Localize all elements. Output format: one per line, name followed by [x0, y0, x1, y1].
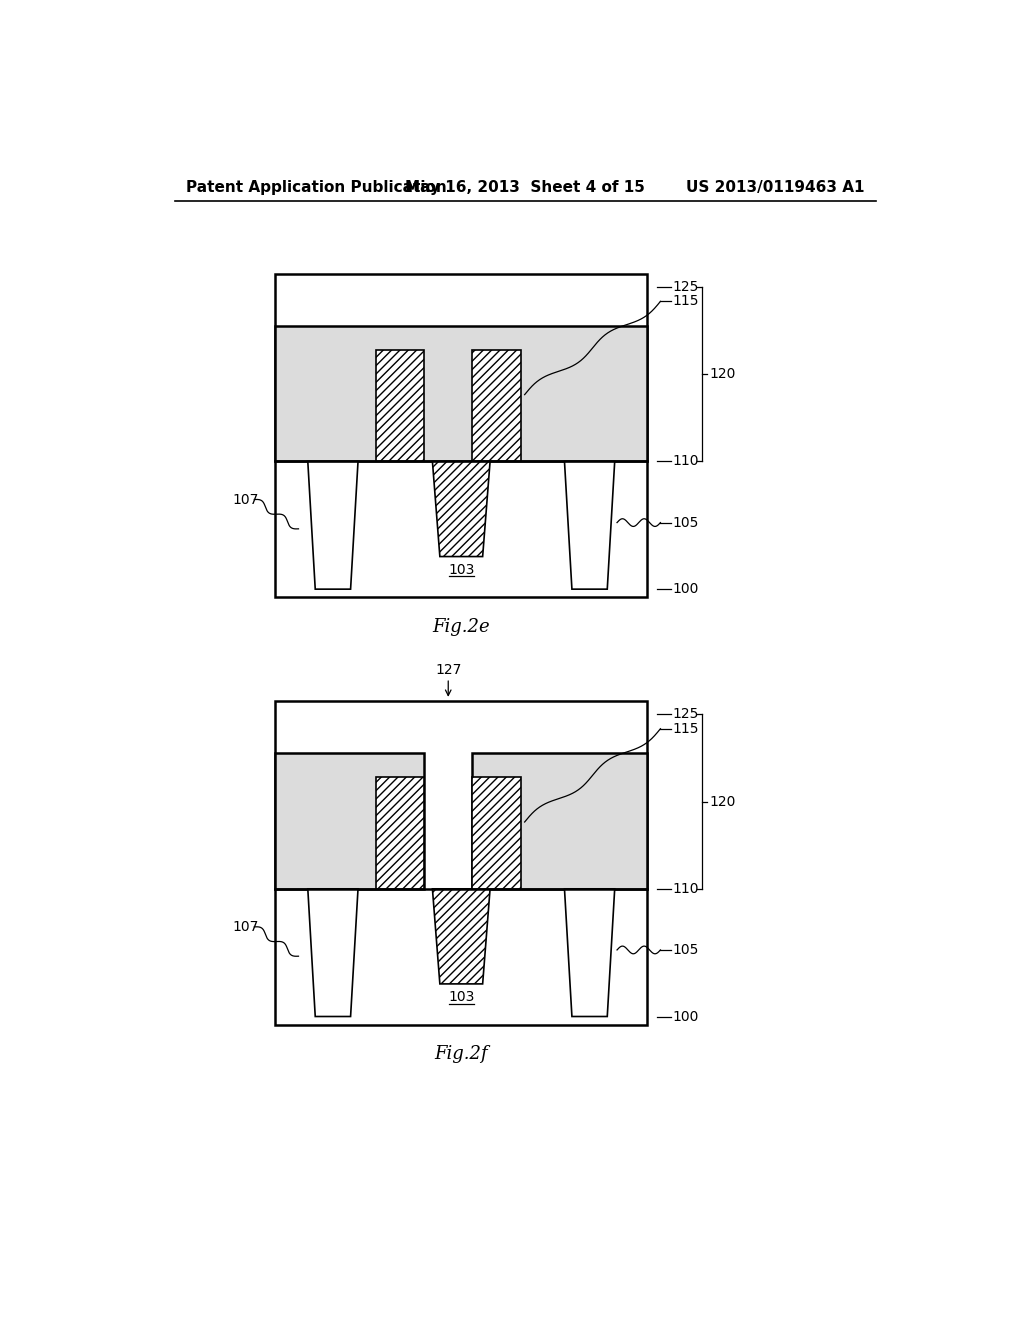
Bar: [275, 275, 647, 598]
Text: Fig.2e: Fig.2e: [432, 618, 490, 635]
Bar: [376, 350, 424, 462]
Text: 100: 100: [673, 582, 699, 597]
Text: 120: 120: [710, 795, 735, 809]
Polygon shape: [308, 888, 358, 1016]
Text: 110: 110: [673, 882, 699, 896]
Text: 125: 125: [673, 708, 699, 721]
Polygon shape: [564, 462, 614, 589]
Text: 110: 110: [673, 454, 699, 469]
Polygon shape: [432, 462, 490, 557]
Text: 105: 105: [673, 516, 699, 529]
Text: May 16, 2013  Sheet 4 of 15: May 16, 2013 Sheet 4 of 15: [404, 180, 645, 195]
Bar: [472, 752, 647, 888]
Text: 115: 115: [673, 722, 699, 735]
Polygon shape: [432, 888, 490, 983]
Polygon shape: [308, 462, 358, 589]
Text: 103: 103: [449, 990, 474, 1005]
Bar: [275, 701, 647, 1024]
Bar: [376, 777, 424, 888]
Bar: [275, 752, 424, 888]
Text: Fig.2f: Fig.2f: [434, 1045, 488, 1063]
Text: 120: 120: [710, 367, 735, 381]
Text: 115: 115: [673, 294, 699, 309]
Text: 107: 107: [232, 920, 259, 933]
Polygon shape: [564, 888, 614, 1016]
Text: 107: 107: [232, 492, 259, 507]
Bar: [472, 777, 521, 888]
Text: 127: 127: [435, 663, 462, 677]
Bar: [472, 350, 521, 462]
Text: 125: 125: [673, 280, 699, 294]
Bar: [275, 326, 647, 462]
Text: Patent Application Publication: Patent Application Publication: [186, 180, 446, 195]
Text: 105: 105: [673, 942, 699, 957]
Text: US 2013/0119463 A1: US 2013/0119463 A1: [686, 180, 864, 195]
Text: 100: 100: [673, 1010, 699, 1023]
Text: 103: 103: [449, 564, 474, 577]
